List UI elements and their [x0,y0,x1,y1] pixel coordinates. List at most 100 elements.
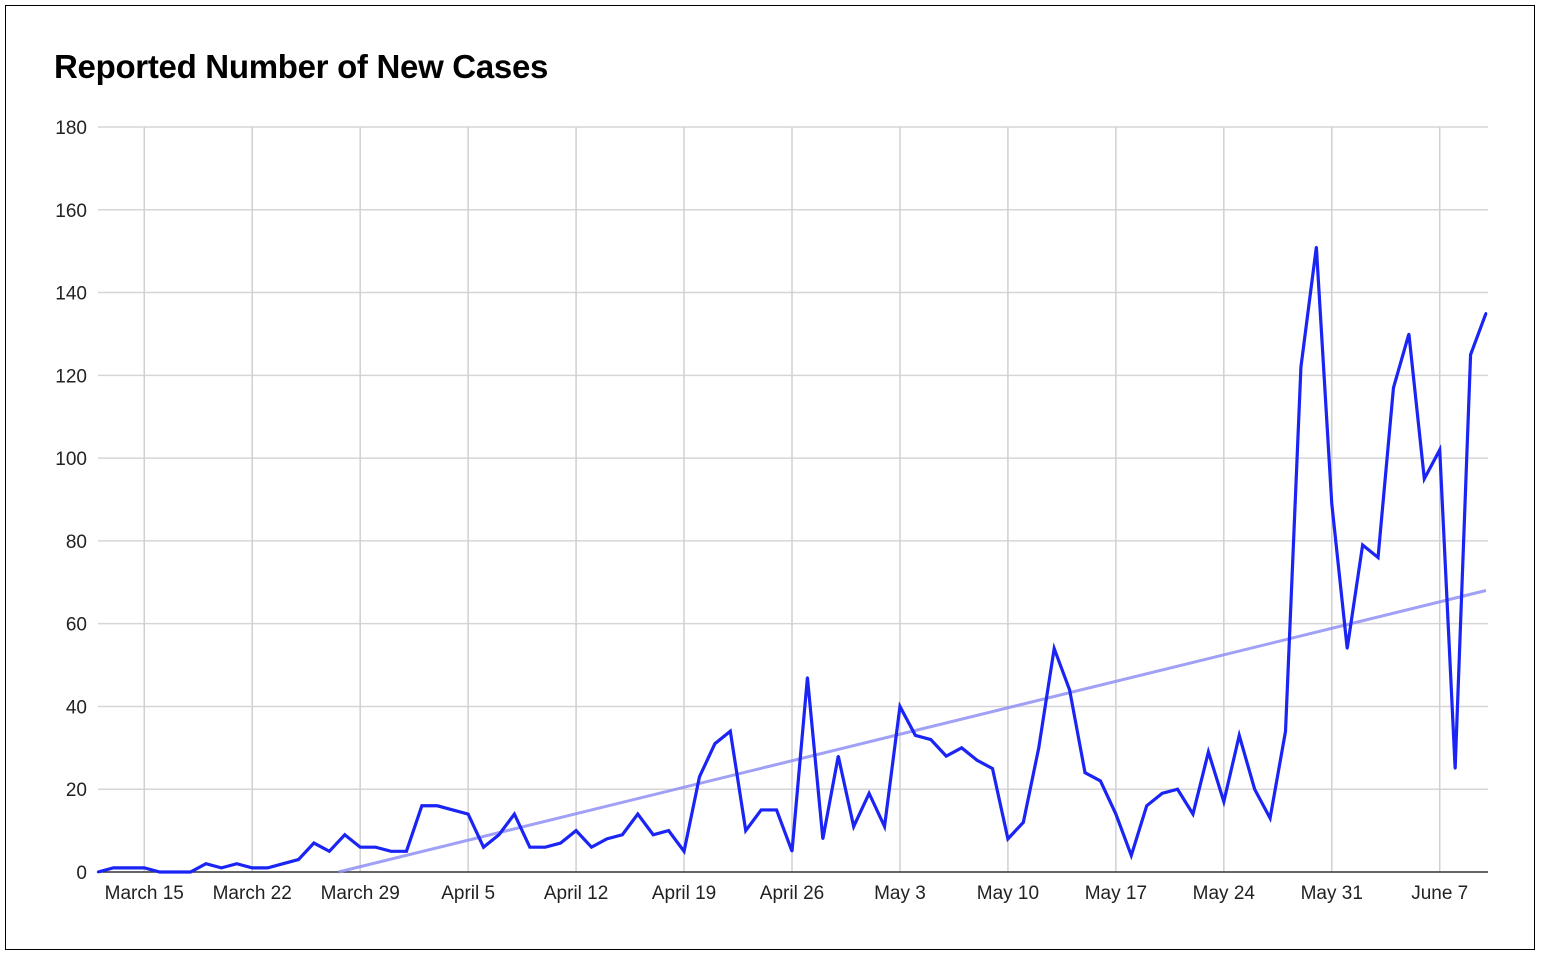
data-point [266,866,269,870]
data-point [991,767,994,770]
y-tick-label: 100 [55,449,87,470]
chart-frame [5,5,1535,950]
data-point [1268,816,1272,820]
data-point [235,862,238,865]
data-point [312,841,316,845]
data-point [1006,837,1010,841]
data-point [544,845,547,849]
data-point [1160,792,1164,795]
data-point [528,845,532,849]
data-point [374,845,377,849]
data-point [1253,788,1256,791]
data-point [806,676,809,679]
data-point [744,829,747,832]
data-point [1114,812,1118,816]
x-tick-label: June 7 [1411,883,1468,904]
data-point [343,833,346,836]
x-tick-label: March 22 [213,883,292,904]
data-point [759,808,763,812]
y-tick-label: 80 [66,532,87,553]
data-point [559,841,562,845]
y-tick-label: 160 [55,201,87,222]
data-point [667,829,670,832]
data-point [1222,800,1226,803]
data-point [96,870,100,874]
data-point [358,845,362,849]
data-point [945,754,948,758]
data-point [713,742,717,745]
data-point [682,850,686,853]
data-point [1083,771,1087,774]
y-tick-label: 20 [66,780,87,801]
data-point [1469,353,1472,356]
data-point [1346,647,1349,650]
data-point [636,812,639,816]
data-point [605,837,609,841]
data-point [1207,750,1210,754]
data-point [1037,746,1040,750]
y-tick-label: 140 [55,284,87,305]
data-point [482,845,485,849]
x-tick-label: May 17 [1085,883,1147,904]
data-point [1453,767,1457,770]
chart-title: Reported Number of New Cases [54,48,549,85]
data-point [251,866,254,870]
data-point [1145,804,1148,807]
data-point [652,833,655,836]
data-point [420,804,424,807]
y-tick-label: 180 [55,118,87,139]
x-tick-label: May 24 [1193,883,1256,904]
x-tick-label: March 29 [321,883,400,904]
data-point [698,775,701,779]
data-point [204,862,208,865]
data-point [1176,788,1179,791]
data-point [127,866,131,870]
data-point [1484,312,1488,315]
data-point [451,808,454,812]
data-point [281,862,285,865]
x-tick-label: May 10 [977,883,1039,904]
data-point [775,808,778,812]
data-point [1376,556,1380,559]
data-point [960,746,963,750]
data-point [975,759,979,762]
data-point [574,829,578,832]
data-point [898,705,902,708]
data-point [1022,821,1025,824]
data-point [929,738,932,741]
data-point [1315,245,1318,249]
data-point [497,833,501,836]
data-point [1284,730,1287,733]
data-point [1130,854,1133,857]
y-tick-label: 60 [66,615,87,636]
data-point [590,845,593,849]
data-point [1068,688,1071,692]
x-tick-label: April 12 [544,883,608,904]
x-tick-label: May 3 [874,883,926,904]
data-point [1330,502,1333,505]
data-point [220,866,223,870]
data-point [883,825,886,828]
data-point [867,792,871,795]
data-point [821,837,825,841]
data-point [1299,365,1303,369]
y-tick-label: 120 [55,366,87,387]
x-tick-label: April 19 [652,883,716,904]
data-point [1099,779,1102,783]
data-point [1438,448,1441,452]
data-point [1052,647,1056,650]
data-point [1407,332,1411,336]
data-point [1392,386,1395,389]
data-point [297,858,300,861]
data-point [837,754,840,758]
x-tick-label: April 26 [760,883,824,904]
data-point [405,850,408,853]
data-point [328,850,331,853]
data-point [389,850,393,853]
data-point [143,866,146,870]
data-point [621,833,624,836]
y-tick-label: 40 [66,697,87,718]
data-point [112,866,115,870]
y-tick-label: 0 [76,863,87,884]
